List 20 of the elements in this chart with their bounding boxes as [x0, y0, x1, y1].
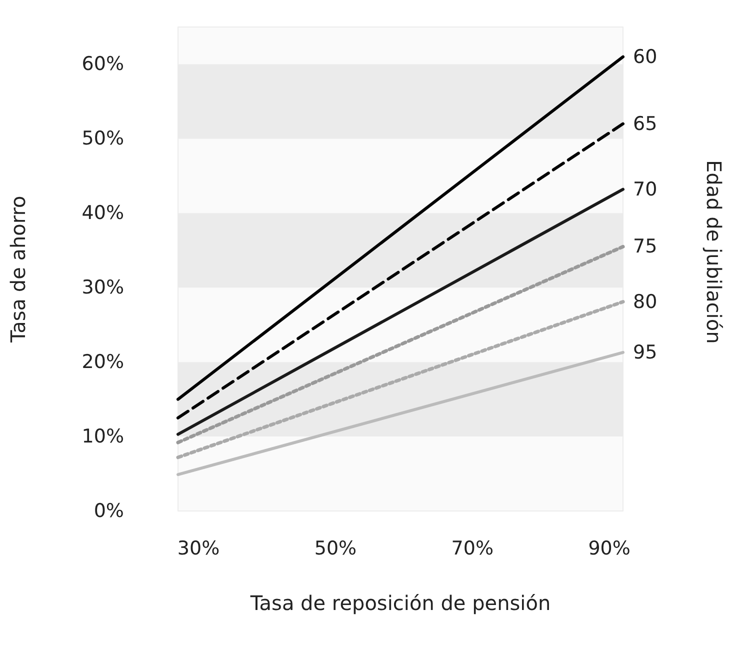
x-tick-label: 70%	[451, 538, 494, 560]
y2-axis-title: Edad de jubilación	[702, 160, 726, 344]
y-axis-title: Tasa de ahorro	[6, 196, 30, 344]
y-tick-label: 0%	[94, 500, 124, 522]
series-label: 70	[633, 178, 658, 200]
series-label: 95	[633, 341, 658, 364]
y-tick-label: 20%	[82, 351, 124, 374]
y-tick-label: 60%	[82, 53, 124, 76]
series-label: 65	[633, 112, 658, 135]
x-tick-label: 90%	[588, 538, 630, 560]
x-tick-label: 30%	[177, 538, 220, 560]
y-tick-label: 50%	[82, 128, 124, 150]
y-tick-label: 30%	[82, 276, 124, 299]
x-tick-label: 50%	[314, 538, 357, 560]
series-label: 80	[633, 290, 658, 313]
x-axis-title: Tasa de reposición de pensión	[249, 591, 551, 615]
y-tick-label: 40%	[82, 202, 124, 224]
series-label: 60	[633, 46, 658, 68]
y-tick-label: 10%	[82, 426, 124, 448]
series-label: 75	[633, 236, 658, 258]
